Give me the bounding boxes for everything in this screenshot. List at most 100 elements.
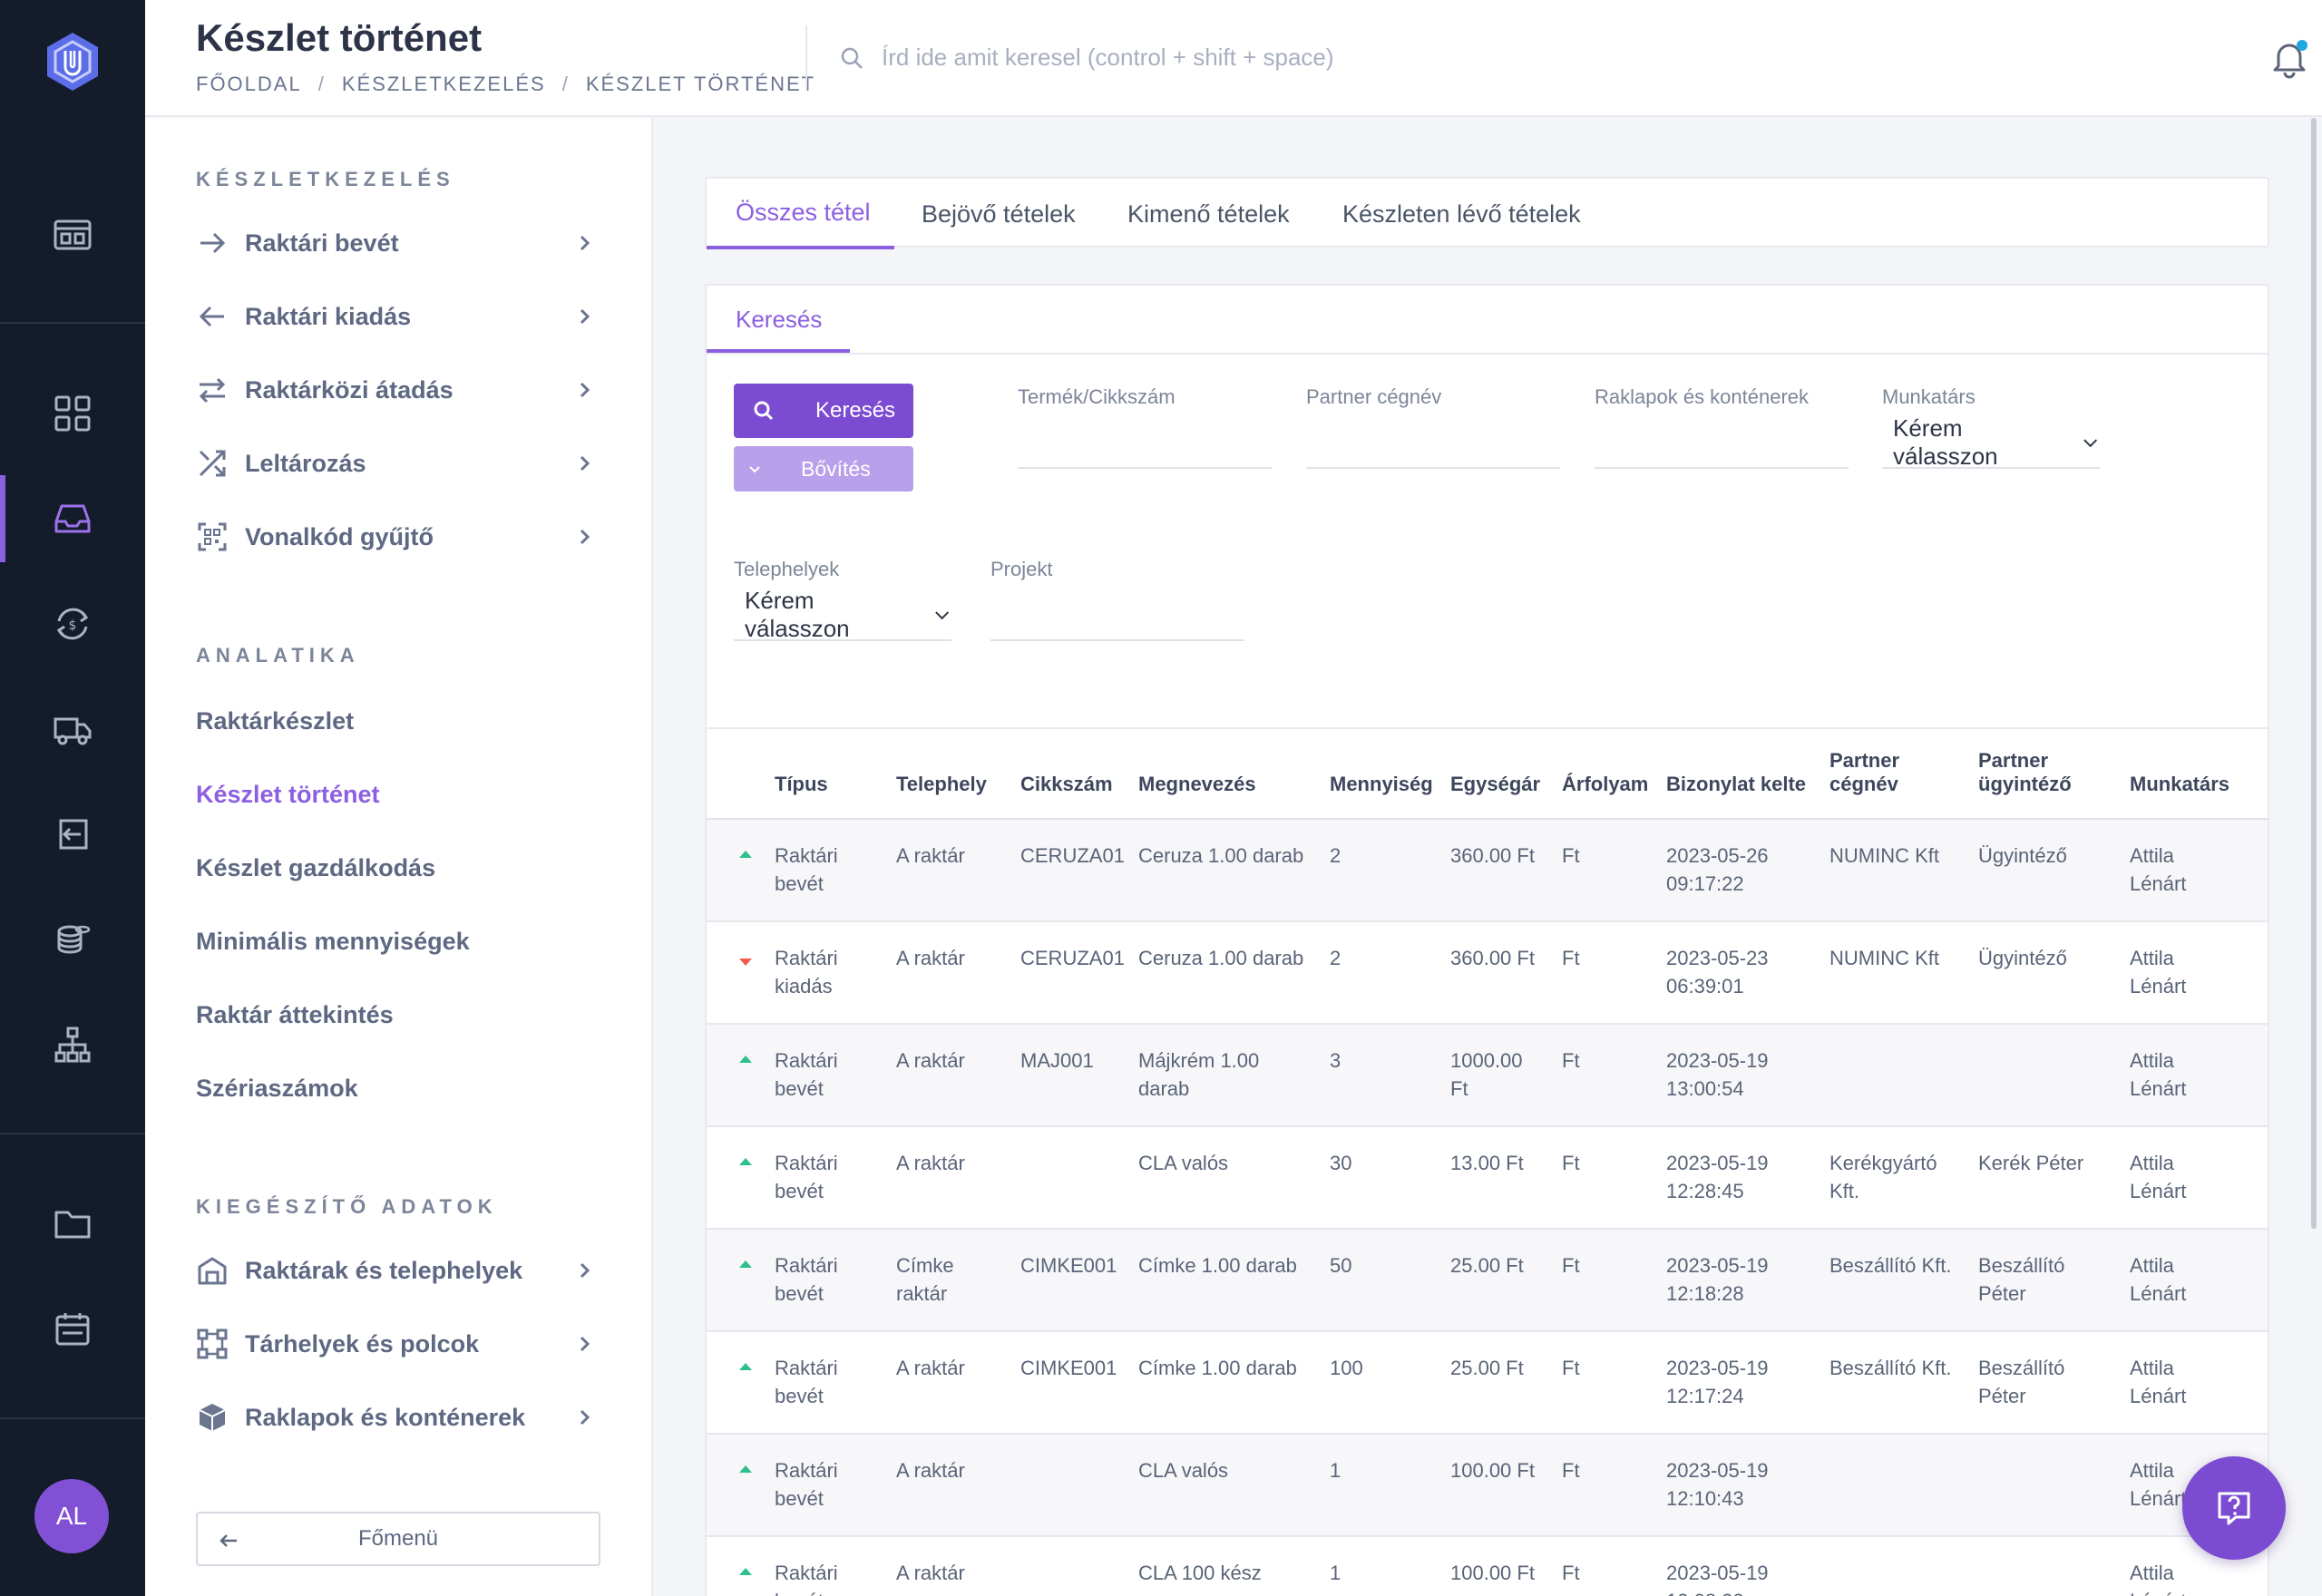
app-logo-icon[interactable] [40,29,105,94]
nav-item-transfer[interactable]: Raktárközi átadás [196,363,595,417]
column-header[interactable]: Mennyiség [1330,773,1433,795]
global-search-input[interactable] [882,36,1698,78]
nav-item-warehouses-sites[interactable]: Raktárak és telephelyek [196,1243,595,1298]
nav-item-stock[interactable]: Raktárkészlet [196,707,355,735]
arrow-left-icon [199,306,224,327]
expand-button[interactable]: Bővítés [734,446,913,491]
inventory-inbox-icon[interactable] [0,475,145,562]
help-chat-button[interactable] [2182,1456,2286,1560]
nav-item-warehouse-receipt[interactable]: Raktári bevét [196,216,595,270]
column-header[interactable]: Árfolyam [1562,773,1649,795]
nav-item-warehouse-overview[interactable]: Raktár áttekintés [196,1001,394,1028]
employee-select[interactable]: Kérem válasszon [1882,414,2100,470]
nav-item-label: Vonalkód gyűjtő [245,522,434,550]
layout-icon[interactable] [0,191,145,278]
coins-icon[interactable] [0,896,145,983]
avatar[interactable]: AL [34,1479,109,1553]
table-row[interactable]: Raktári bevét A raktár CLA valós 30 13.00 Ft… [707,1127,2268,1230]
column-header[interactable]: Cikkszám [1020,773,1113,795]
nav-item-barcode-collector[interactable]: Vonalkód gyűjtő [196,510,595,564]
nav-item-storage-shelves[interactable]: Tárhelyek és polcok [196,1317,595,1371]
search-icon [841,47,863,69]
cell-name: Címke 1.00 darab [1138,1254,1297,1277]
cell-quantity: 1 [1330,1562,1341,1584]
cell-site: A raktár [896,947,965,969]
column-header[interactable]: Munkatárs [2130,773,2230,795]
column-header[interactable]: Partner cégnév [1829,749,1900,795]
table-row[interactable]: Raktári bevét Címke raktár CIMKE001 Címke 1… [707,1230,2268,1332]
org-chart-icon[interactable] [0,1001,145,1088]
calendar-icon[interactable] [0,1286,145,1373]
nav-item-warehouse-issue[interactable]: Raktári kiadás [196,289,595,344]
cell-type: Raktári bevét [775,1254,838,1305]
breadcrumb: FŐOLDAL / KÉSZLETKEZELÉS / KÉSZLET TÖRTÉ… [196,73,816,95]
project-input[interactable] [990,601,1244,641]
chevron-down-icon [2083,439,2097,448]
cell-site: A raktár [896,1562,965,1584]
notification-dot [2297,40,2307,51]
table-row[interactable]: Raktári bevét A raktár CERUZA01 Ceruza 1.00… [707,820,2268,922]
column-header[interactable]: Telephely [896,773,987,795]
cell-document-date: 2023-05-19 12:28:45 [1666,1152,1769,1202]
cell-site: A raktár [896,1049,965,1072]
dashboard-icon[interactable] [0,370,145,457]
table-row[interactable]: Raktári bevét A raktár CLA 100 kész 1 100.00… [707,1537,2268,1596]
partner-input[interactable] [1306,429,1560,469]
column-header[interactable]: Típus [775,773,828,795]
incoming-arrow-icon [739,1465,752,1473]
cell-unit-price: 13.00 Ft [1450,1152,1524,1174]
arrow-left-icon [220,1534,237,1547]
sites-select[interactable]: Kérem válasszon [734,587,951,642]
nav-item-label: Raktári bevét [245,229,399,257]
cell-currency: Ft [1562,1152,1580,1174]
column-header[interactable]: Megnevezés [1138,773,1256,795]
table-row[interactable]: Raktári kiadás A raktár CERUZA01 Ceruza 1.0… [707,922,2268,1025]
section-title-additional-data: KIEGÉSZÍTŐ ADATOK [196,1195,498,1218]
main-menu-button[interactable]: Főmenü [196,1512,600,1566]
tab-incoming-items[interactable]: Bejövő tételek [922,200,1076,228]
header: Készlet történet FŐOLDAL / KÉSZLETKEZELÉ… [145,0,2322,117]
cell-type: Raktári bevét [775,1459,838,1510]
chevron-right-icon [580,235,590,251]
cell-document-date: 2023-05-23 06:39:01 [1666,947,1769,998]
finance-cycle-icon[interactable]: $ [0,580,145,667]
nav-item-label: Tárhelyek és polcok [245,1329,480,1358]
folder-icon[interactable] [0,1181,145,1268]
tab-in-stock-items[interactable]: Készleten lévő tételek [1342,200,1581,228]
column-header[interactable]: Partner ügyintéző [1978,749,2072,795]
breadcrumb-home[interactable]: FŐOLDAL [196,73,302,95]
nav-item-serial-numbers[interactable]: Szériaszámok [196,1075,358,1102]
nav-item-stock-management[interactable]: Készlet gazdálkodás [196,854,436,881]
nav-item-stocktaking[interactable]: Leltározás [196,436,595,491]
tab-all-items[interactable]: Összes tétel [707,179,894,249]
pallets-input[interactable] [1595,429,1849,469]
page-scrollbar[interactable] [2311,118,2317,1229]
chevron-right-icon [580,1336,590,1352]
item-tabs: Összes tétel Bejövő tételek Kimenő tétel… [705,177,2269,249]
cell-unit-price: 25.00 Ft [1450,1357,1524,1379]
truck-icon[interactable] [0,686,145,773]
import-icon[interactable] [0,791,145,878]
nav-item-stock-history[interactable]: Készlet történet [196,781,380,808]
icon-rail: $ AL [0,0,145,1596]
cell-currency: Ft [1562,1254,1580,1277]
cell-sku: MAJ001 [1020,1049,1094,1072]
search-button[interactable]: Keresés [734,384,913,438]
table-row[interactable]: Raktári bevét A raktár CIMKE001 Címke 1.00 … [707,1332,2268,1435]
nav-item-minimum-quantities[interactable]: Minimális mennyiségek [196,928,470,955]
cell-name: Címke 1.00 darab [1138,1357,1297,1379]
column-header[interactable]: Bizonylat kelte [1666,773,1807,795]
tab-search[interactable]: Keresés [736,306,823,333]
table-row[interactable]: Raktári bevét A raktár MAJ001 Májkrém 1.00 … [707,1025,2268,1127]
cell-partner: NUMINC Kft [1829,947,1939,969]
product-input[interactable] [1018,429,1272,469]
table-row[interactable]: Raktári bevét A raktár CLA valós 1 100.00 Ft… [707,1435,2268,1537]
tab-outgoing-items[interactable]: Kimenő tételek [1127,200,1290,228]
nav-item-pallets-containers[interactable]: Raklapok és konténerek [196,1390,595,1445]
cell-quantity: 1 [1330,1459,1341,1482]
notification-bell-icon[interactable] [2268,36,2311,80]
column-header[interactable]: Egységár [1450,773,1541,795]
cell-site: A raktár [896,844,965,867]
cell-currency: Ft [1562,947,1580,969]
breadcrumb-inventory[interactable]: KÉSZLETKEZELÉS [341,73,546,95]
